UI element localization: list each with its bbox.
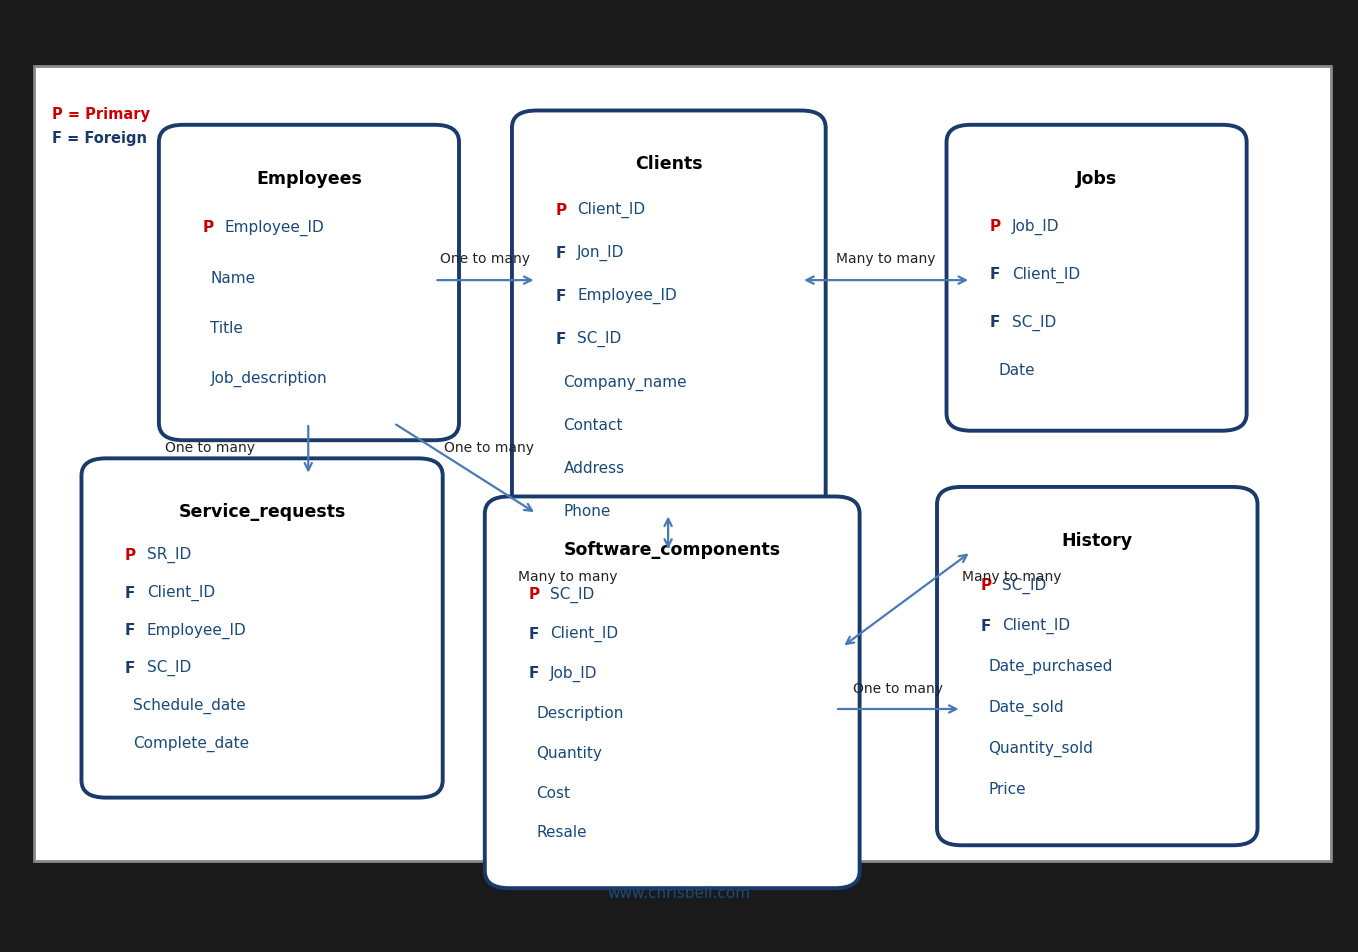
Text: F = Foreign: F = Foreign xyxy=(52,130,147,146)
Text: F: F xyxy=(555,331,566,347)
Text: P: P xyxy=(555,202,566,217)
Text: One to many: One to many xyxy=(166,441,255,454)
FancyBboxPatch shape xyxy=(512,111,826,569)
Text: Employee_ID: Employee_ID xyxy=(147,622,246,638)
Text: Employee_ID: Employee_ID xyxy=(577,288,676,304)
Text: Jobs: Jobs xyxy=(1076,169,1118,188)
Text: Contact: Contact xyxy=(564,418,623,432)
Text: Many to many: Many to many xyxy=(517,569,618,583)
Text: SC_ID: SC_ID xyxy=(1012,314,1057,330)
FancyBboxPatch shape xyxy=(937,487,1258,845)
Text: Quantity_sold: Quantity_sold xyxy=(989,740,1093,756)
Text: Jon_ID: Jon_ID xyxy=(577,245,625,261)
Text: Description: Description xyxy=(536,705,623,721)
Text: F: F xyxy=(125,585,136,600)
Text: P: P xyxy=(528,586,539,602)
Text: F: F xyxy=(980,618,991,633)
Text: P: P xyxy=(990,219,1001,234)
Text: Resale: Resale xyxy=(536,824,587,840)
FancyBboxPatch shape xyxy=(81,459,443,798)
FancyBboxPatch shape xyxy=(34,67,1331,862)
Text: Name: Name xyxy=(210,270,255,286)
FancyBboxPatch shape xyxy=(485,497,860,888)
Text: Phone: Phone xyxy=(564,504,611,519)
Text: History: History xyxy=(1062,531,1133,549)
Text: Service_requests: Service_requests xyxy=(178,503,346,521)
Text: Clients: Clients xyxy=(636,155,702,173)
Text: Employees: Employees xyxy=(257,169,361,188)
Text: Job_ID: Job_ID xyxy=(550,665,598,682)
Text: Employee_ID: Employee_ID xyxy=(224,219,323,235)
Text: F: F xyxy=(555,246,566,260)
Text: Company_name: Company_name xyxy=(564,374,687,390)
Text: Client_ID: Client_ID xyxy=(550,625,618,642)
Text: SC_ID: SC_ID xyxy=(147,660,191,676)
Text: P = Primary: P = Primary xyxy=(52,107,149,122)
Text: Date_sold: Date_sold xyxy=(989,699,1065,715)
Text: Date_purchased: Date_purchased xyxy=(989,658,1114,674)
Text: SC_ID: SC_ID xyxy=(577,331,622,347)
Text: Many to many: Many to many xyxy=(835,252,936,266)
Text: F: F xyxy=(125,660,136,675)
Text: Price: Price xyxy=(989,782,1027,796)
Text: Job_description: Job_description xyxy=(210,370,327,387)
Text: Address: Address xyxy=(564,461,625,476)
Text: Client_ID: Client_ID xyxy=(1002,618,1070,634)
Text: P: P xyxy=(125,547,136,563)
Text: One to many: One to many xyxy=(440,252,530,266)
Text: Complete_date: Complete_date xyxy=(133,735,250,751)
Text: F: F xyxy=(555,288,566,304)
Text: One to many: One to many xyxy=(444,441,534,454)
Text: Job_ID: Job_ID xyxy=(1012,218,1059,234)
Text: SC_ID: SC_ID xyxy=(550,585,595,602)
Text: SR_ID: SR_ID xyxy=(147,546,191,563)
Text: Software_components: Software_components xyxy=(564,541,781,559)
Text: One to many: One to many xyxy=(853,682,942,695)
Text: Schedule_date: Schedule_date xyxy=(133,697,246,713)
Text: F: F xyxy=(990,315,1001,330)
Text: SC_ID: SC_ID xyxy=(1002,577,1047,593)
Text: Cost: Cost xyxy=(536,784,570,800)
Text: F: F xyxy=(528,626,539,641)
Text: F: F xyxy=(125,623,136,638)
FancyBboxPatch shape xyxy=(947,126,1247,431)
Text: P: P xyxy=(980,577,991,592)
Text: F: F xyxy=(528,665,539,681)
Text: Client_ID: Client_ID xyxy=(577,202,645,218)
Text: Title: Title xyxy=(210,321,243,336)
Text: www.chrisbell.com: www.chrisbell.com xyxy=(607,885,751,901)
Text: Quantity: Quantity xyxy=(536,745,603,760)
FancyBboxPatch shape xyxy=(159,126,459,441)
Text: F: F xyxy=(990,267,1001,282)
Text: Client_ID: Client_ID xyxy=(1012,267,1080,283)
Text: Many to many: Many to many xyxy=(961,569,1062,583)
Text: Date: Date xyxy=(998,363,1035,378)
Text: Client_ID: Client_ID xyxy=(147,585,215,601)
Text: P: P xyxy=(202,220,213,235)
